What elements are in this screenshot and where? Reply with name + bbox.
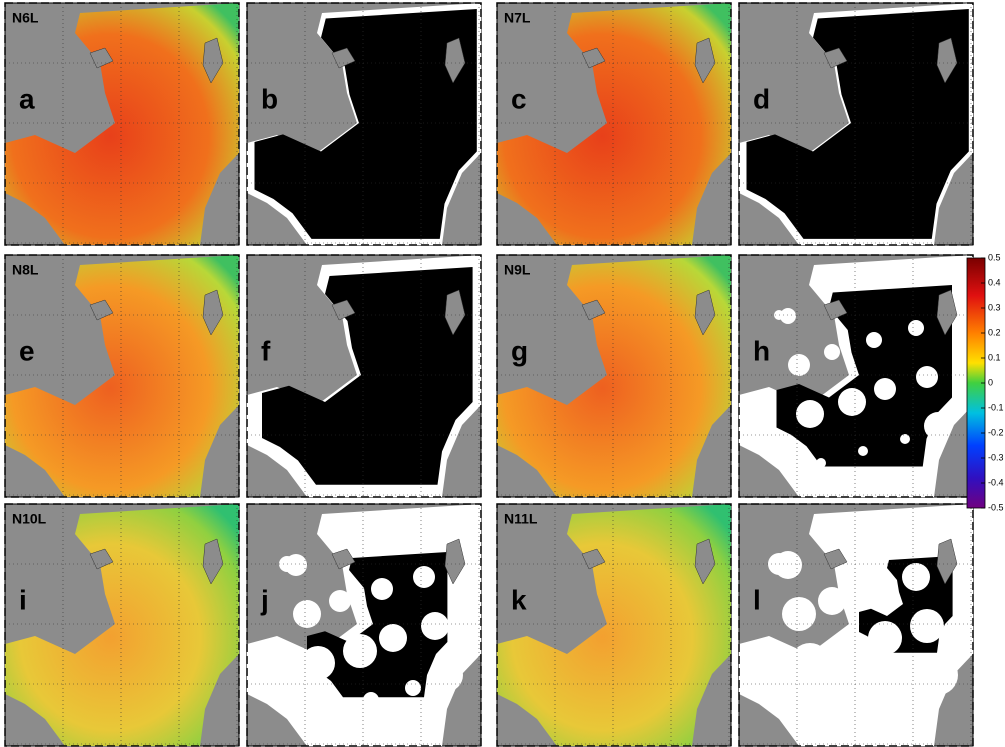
- map-panel: j: [247, 504, 481, 746]
- mask-hole: [818, 587, 846, 615]
- mask-hole: [832, 631, 872, 671]
- mask-hole: [371, 578, 393, 600]
- mask-hole: [379, 624, 407, 652]
- mask-hole: [788, 354, 810, 376]
- mask-hole: [860, 575, 888, 603]
- mask-hole: [363, 692, 379, 708]
- panel-letter: k: [511, 584, 527, 615]
- mask-hole: [866, 332, 882, 348]
- panel-label: N11L: [504, 511, 538, 527]
- colorbar-tick-label: -0.2: [988, 427, 1004, 437]
- mask-hole: [824, 344, 840, 360]
- colorbar-tick-label: 0.5: [988, 252, 1001, 262]
- panel-letter: f: [261, 335, 271, 366]
- map-panel: N11L k: [497, 504, 731, 746]
- panel-label: N10L: [12, 511, 47, 527]
- mask-hole: [918, 655, 958, 695]
- colorbar-tick-label: -0.3: [988, 452, 1004, 462]
- mask-hole: [790, 643, 830, 683]
- mask-hole: [329, 590, 351, 612]
- panel-letter: j: [260, 584, 269, 615]
- panel-letter: a: [19, 83, 35, 114]
- colorbar-tick-label: -0.1: [988, 402, 1004, 412]
- map-panel: f: [247, 255, 481, 497]
- map-panel: N10L i: [5, 504, 239, 746]
- mask-hole: [429, 658, 463, 692]
- panel-letter: l: [753, 584, 761, 615]
- map-panel: N8L e: [5, 255, 239, 497]
- mask-hole: [321, 704, 337, 720]
- panel-label: N8L: [12, 262, 39, 278]
- map-panel: b: [247, 3, 481, 245]
- panel-letter: d: [753, 83, 770, 114]
- map-panel: N9L g: [497, 255, 731, 497]
- figure: N6L a b N7L c d N8L e f N9L g h N10L i j N11L k l 0.5 0.4 0.…: [0, 0, 1005, 747]
- colorbar-tick-label: 0.3: [988, 302, 1001, 312]
- mask-hole: [838, 388, 866, 416]
- panel-label: N9L: [504, 262, 531, 278]
- mask-hole: [796, 400, 824, 428]
- map-panel: d: [739, 3, 973, 245]
- map-panel: N7L c: [497, 3, 731, 245]
- map-panel: N6L a: [5, 3, 239, 245]
- panel-letter: c: [511, 83, 527, 114]
- mask-hole: [858, 446, 868, 456]
- page: N6L a b N7L c d N8L e f N9L g h N10L i j N11L k l 0.5 0.4 0.…: [0, 0, 1005, 747]
- panel-letter: g: [511, 335, 528, 366]
- mask-hole: [782, 597, 816, 631]
- mask-hole: [343, 634, 377, 668]
- panel-letter: e: [19, 335, 35, 366]
- colorbar-tick-label: 0: [988, 377, 993, 387]
- map-panel: l: [739, 504, 973, 746]
- colorbar-tick-label: 0.4: [988, 277, 1001, 287]
- mask-hole: [924, 412, 952, 440]
- mask-hole: [810, 701, 832, 723]
- mask-hole: [916, 366, 938, 388]
- mask-hole: [421, 612, 449, 640]
- map-panel: h: [739, 255, 973, 497]
- mask-hole: [874, 378, 896, 400]
- colorbar-tick-label: 0.1: [988, 352, 1001, 362]
- panel-letter: b: [261, 83, 278, 114]
- mask-hole: [868, 621, 902, 655]
- mask-hole: [780, 308, 796, 324]
- mask-hole: [413, 566, 435, 588]
- mask-hole: [910, 609, 944, 643]
- panel-letter: h: [753, 335, 770, 366]
- panel-letter: i: [19, 584, 27, 615]
- mask-hole: [405, 680, 421, 696]
- mask-hole: [774, 551, 802, 579]
- mask-hole: [908, 320, 924, 336]
- mask-hole: [301, 646, 335, 680]
- mask-hole: [900, 434, 910, 444]
- panel-label: N7L: [504, 10, 531, 26]
- colorbar-tick-label: 0.2: [988, 327, 1001, 337]
- colorbar-tick-label: -0.5: [988, 502, 1004, 512]
- colorbar-tick-label: -0.4: [988, 477, 1004, 487]
- panel-label: N6L: [12, 10, 39, 26]
- mask-hole: [285, 554, 307, 576]
- mask-hole: [816, 458, 826, 468]
- mask-hole: [902, 563, 930, 591]
